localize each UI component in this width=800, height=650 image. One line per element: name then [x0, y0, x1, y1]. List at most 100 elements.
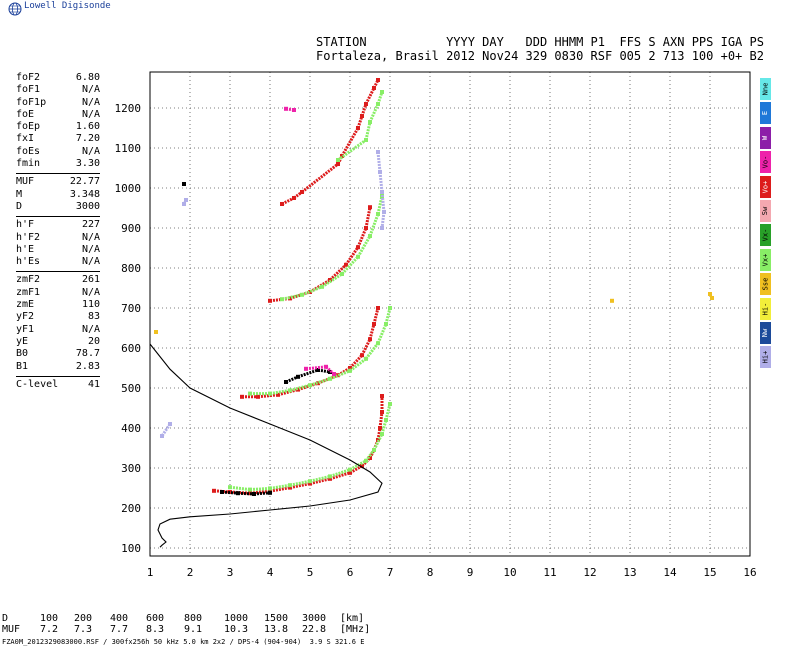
legend-label: Sw	[761, 206, 770, 216]
echo-point	[380, 226, 384, 230]
muf-cell: 1500	[264, 613, 289, 624]
y-tick-label: 100	[121, 542, 141, 555]
muf-cell: 400	[110, 613, 129, 624]
echo-trace	[356, 227, 368, 248]
param-row: h'F2 N/A	[16, 232, 100, 244]
x-tick-label: 7	[387, 566, 394, 579]
y-tick-label: 400	[121, 422, 141, 435]
echo-trace	[372, 307, 380, 325]
param-key: h'F2	[16, 231, 41, 243]
echo-point	[268, 490, 272, 495]
y-tick-label: 1200	[115, 102, 142, 115]
param-key: zmF1	[16, 286, 41, 298]
echo-trace	[364, 206, 372, 229]
param-value: 110	[81, 299, 100, 311]
x-tick-label: 2	[187, 566, 194, 579]
echo-trace	[368, 103, 380, 123]
echo-trace	[349, 357, 367, 372]
echo-trace	[253, 491, 271, 496]
param-value: N/A	[81, 96, 100, 108]
param-row: foF2 6.80	[16, 72, 100, 84]
echo-trace	[364, 121, 372, 141]
echo-trace	[301, 285, 323, 297]
echo-trace	[289, 482, 311, 490]
param-row: yF1 N/A	[16, 324, 100, 336]
param-value: 227	[81, 219, 100, 231]
param-value: 7.20	[75, 133, 100, 145]
x-tick-label: 8	[427, 566, 434, 579]
x-tick-label: 15	[703, 566, 716, 579]
param-value: N/A	[81, 256, 100, 268]
y-tick-label: 200	[121, 502, 141, 515]
param-key: zmE	[16, 299, 35, 311]
y-tick-label: 800	[121, 262, 141, 275]
logo-text: Lowell Digisonde	[24, 1, 111, 11]
echo-trace	[269, 388, 291, 396]
x-tick-label: 9	[467, 566, 474, 579]
echo-trace	[329, 468, 351, 478]
param-key: h'E	[16, 243, 35, 255]
legend-swatch: Vx+	[760, 248, 771, 271]
param-key: foEp	[16, 121, 41, 133]
legend-swatch: Vo-	[760, 151, 771, 174]
digisonde-globe-logo	[8, 2, 22, 16]
param-value: 78.7	[75, 348, 100, 360]
param-row: fmin 3.30	[16, 158, 100, 170]
param-row: MUF 22.77	[16, 176, 100, 188]
param-key: foF2	[16, 72, 41, 83]
x-tick-label: 5	[307, 566, 314, 579]
param-key: yE	[16, 335, 29, 347]
echo-point	[710, 296, 714, 300]
param-row: B1 2.83	[16, 361, 100, 373]
param-key: yF1	[16, 323, 35, 335]
echo-trace	[380, 211, 386, 229]
echo-point	[388, 402, 392, 406]
y-tick-label: 900	[121, 222, 141, 235]
x-tick-label: 14	[663, 566, 677, 579]
echo-trace	[269, 483, 291, 490]
echo-trace	[364, 87, 376, 105]
legend-swatch: Sse	[760, 273, 771, 296]
legend-label: Hi-	[761, 302, 770, 315]
scaled-parameters-panel: foF2 6.80 foF1 N/A foF1p N/A foE N/A foEp 1.60 fxI…	[16, 72, 100, 391]
echo-point	[380, 90, 384, 94]
param-key: MUF	[16, 176, 35, 188]
echo-trace	[289, 479, 311, 487]
station-label: STATION	[316, 35, 367, 49]
echo-trace	[356, 235, 372, 258]
echo-point	[376, 306, 380, 310]
echo-trace	[380, 419, 388, 435]
param-key: M	[16, 188, 23, 200]
echo-trace	[309, 474, 331, 483]
param-key: h'F	[16, 219, 35, 231]
param-key: foF1	[16, 84, 41, 96]
echo-trace	[380, 191, 386, 213]
echo-trace	[376, 323, 388, 344]
station-header: STATION YYYY DAY DDD HHMM P1 FFS S AXN P…	[316, 35, 764, 63]
param-key: foE	[16, 108, 35, 120]
muf-cell: 7.2	[40, 624, 59, 635]
muf-cell: 100	[40, 613, 59, 624]
electron-density-profile	[149, 343, 383, 548]
echo-trace	[221, 490, 239, 495]
param-value: N/A	[81, 286, 100, 298]
param-value: N/A	[81, 84, 100, 96]
param-key: foF1p	[16, 96, 47, 108]
echo-trace	[384, 403, 392, 421]
param-key: h'Es	[16, 256, 41, 268]
param-key: zmF2	[16, 274, 41, 286]
muf-cell: 7.3	[74, 624, 93, 635]
param-row: h'F 227	[16, 219, 100, 231]
x-tick-label: 16	[743, 566, 756, 579]
param-value: 20	[87, 335, 100, 347]
muf-row-label: D	[2, 613, 9, 624]
echo-trace	[364, 449, 376, 462]
polarization-legend: Nne E W Vo- Vo+ Sw Vx- Vx+ Sse Hi- Nw Hi+	[760, 78, 771, 371]
echo-trace	[309, 377, 331, 387]
footer-info: FZA0M_2012329083000.RSF / 300fx256h 50 k…	[2, 638, 365, 646]
param-row: h'E N/A	[16, 244, 100, 256]
param-row: foF1p N/A	[16, 97, 100, 109]
echo-trace	[368, 323, 376, 340]
param-separator	[16, 271, 100, 273]
echo-point	[332, 372, 336, 376]
